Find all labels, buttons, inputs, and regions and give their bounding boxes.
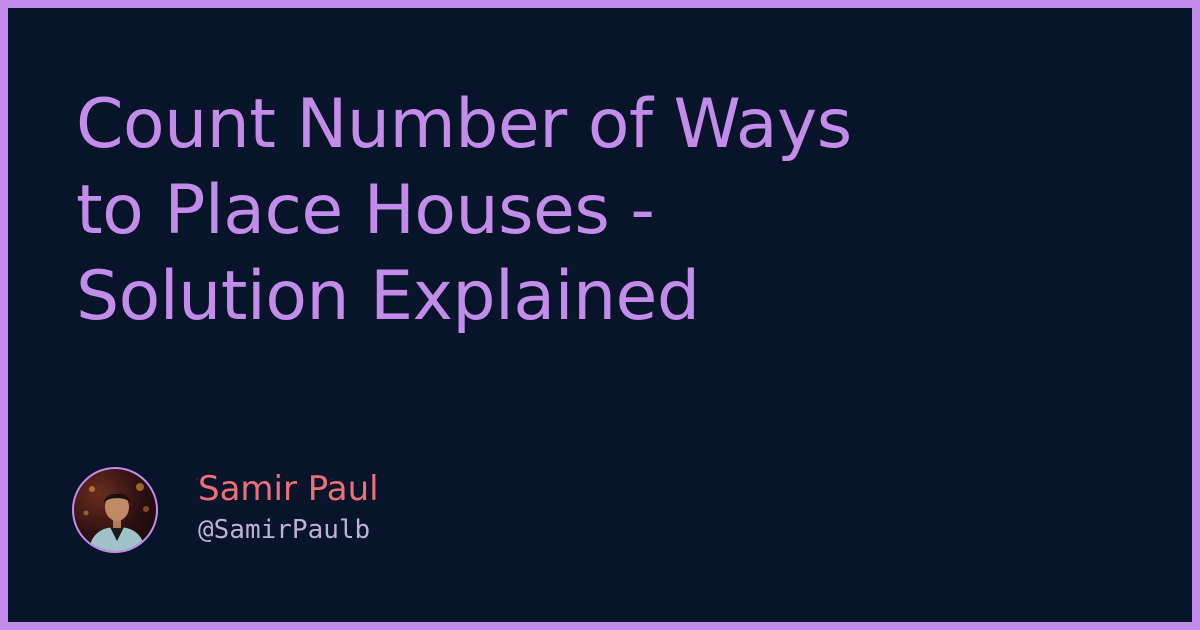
- author-name: Samir Paul: [198, 469, 379, 509]
- article-title: Count Number of Ways to Place Houses - S…: [76, 85, 1156, 404]
- person-portrait-icon: [83, 483, 149, 551]
- title-line-1: Count Number of Ways: [76, 85, 852, 164]
- social-card: Count Number of Ways to Place Houses - S…: [8, 8, 1192, 622]
- author-handle: @SamirPaulb: [198, 515, 371, 545]
- author-text: Samir Paul @SamirPaulb: [198, 469, 379, 547]
- author-block: Samir Paul @SamirPaulb: [72, 460, 379, 560]
- title-line-3: Solution Explained: [76, 257, 700, 336]
- avatar: [72, 467, 158, 553]
- title-line-2: to Place Houses -: [76, 171, 655, 250]
